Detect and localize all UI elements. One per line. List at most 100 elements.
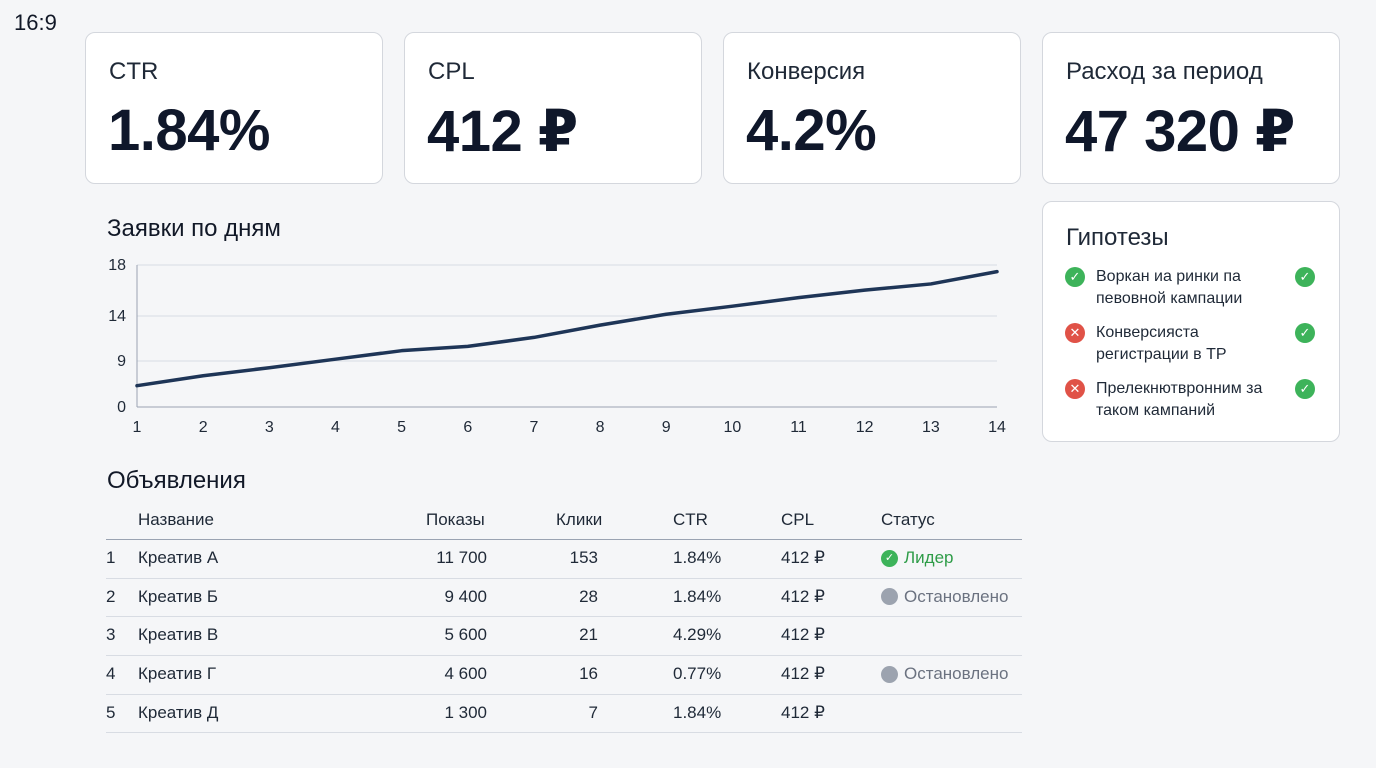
col-header-shows[interactable]: Показы [426, 510, 485, 529]
ad-name: Креатив Г [138, 664, 217, 684]
x-tick-label: 8 [596, 419, 605, 436]
ad-name: Креатив В [138, 625, 219, 645]
hypothesis-item[interactable]: ✕ Конверсияста регистрации в ТР ✓ [1065, 322, 1317, 368]
x-tick-label: 14 [988, 419, 1006, 436]
status-label: Остановлено [904, 664, 1009, 684]
series-line [135, 269, 999, 388]
hypothesis-text: Конверсияста регистрации в ТР [1096, 324, 1227, 363]
ad-clicks: 21 [579, 625, 598, 645]
kpi-value: 412 ₽ [427, 99, 578, 164]
cross-icon: ✕ [1065, 323, 1085, 343]
row-number: 4 [106, 664, 116, 684]
table-row[interactable]: 3 Креатив В 5 600 21 4.29% 412 ₽ [106, 617, 1022, 657]
data-point [532, 336, 536, 339]
row-number: 5 [106, 702, 116, 722]
data-point [598, 323, 602, 327]
ad-clicks: 153 [569, 548, 598, 567]
check-icon: ✓ [1295, 323, 1315, 343]
data-point [863, 288, 866, 292]
table-row[interactable]: 1 Креатив А 11 700 153 1.84% 412 ₽ ✓ Лидер [106, 540, 1022, 579]
x-tick-label: 4 [331, 419, 340, 436]
data-point [466, 345, 469, 348]
stopped-dot-icon [881, 588, 898, 606]
ad-shows: 5 600 [444, 625, 487, 645]
y-tick-label: 14 [108, 308, 126, 325]
data-point [201, 374, 205, 377]
col-header-name[interactable]: Название [138, 510, 214, 529]
kpi-card-cpl: CPL 412 ₽ [404, 32, 702, 184]
kpi-label: CPL [428, 58, 475, 85]
x-tick-label: 1 [133, 419, 142, 436]
data-point [665, 313, 668, 316]
col-header-cpl[interactable]: CPL [781, 510, 815, 529]
table-header: Название Показы Клики CTR CPL Статус [106, 505, 1022, 540]
hypothesis-item[interactable]: ✓ Воркан иа ринки па певовной кампации ✓ [1065, 266, 1317, 312]
row-number: 2 [106, 586, 116, 606]
chart-title: Заявки по дням [107, 215, 281, 242]
ad-name: Креатив Д [138, 702, 219, 722]
x-tick-label: 6 [463, 419, 472, 436]
ad-shows: 4 600 [444, 664, 487, 684]
table-row[interactable]: 2 Креатив Б 9 400 28 1.84% 412 ₽ Остановлено [106, 579, 1022, 618]
check-icon: ✓ [1295, 379, 1315, 399]
data-point [135, 384, 139, 387]
y-tick-label: 9 [117, 353, 126, 370]
kpi-card-conversion: Конверсия 4.2% [723, 32, 1021, 184]
ad-clicks: 7 [588, 702, 598, 722]
ad-cpl: 412 ₽ [781, 586, 825, 606]
x-tick-label: 13 [922, 419, 940, 436]
y-tick-label: 18 [108, 257, 126, 274]
kpi-value: 4.2% [746, 98, 877, 163]
x-tick-label: 3 [265, 419, 274, 436]
ad-clicks: 16 [579, 664, 598, 684]
data-point [797, 296, 800, 299]
ad-cpl: 412 ₽ [781, 664, 825, 684]
check-icon: ✓ [881, 549, 898, 567]
x-tick-label: 2 [199, 419, 208, 436]
ad-cpl: 412 ₽ [781, 625, 825, 645]
ad-shows: 11 700 [436, 548, 487, 567]
kpi-card-spend: Расход за период 47 320 ₽ [1042, 32, 1340, 184]
ad-ctr: 4.29% [673, 625, 722, 645]
table-row[interactable]: 4 Креатив Г 4 600 16 0.77% 412 ₽ Остановлено [106, 656, 1022, 695]
ad-cpl: 412 ₽ [781, 702, 825, 722]
ad-shows: 9 400 [444, 586, 487, 606]
hypothesis-text: Прелекнютвронним за таком кампаний [1096, 380, 1263, 419]
kpi-value: 1.84% [108, 98, 270, 163]
data-point [731, 304, 734, 308]
ad-ctr: 0.77% [673, 664, 722, 684]
cross-icon: ✕ [1065, 379, 1085, 399]
data-point [334, 357, 337, 361]
table-body: 1 Креатив А 11 700 153 1.84% 412 ₽ ✓ Лидер 2 Креа… [106, 540, 1022, 734]
hypothesis-item[interactable]: ✕ Прелекнютвронним за таком кампаний ✓ [1065, 378, 1317, 424]
col-header-clicks[interactable]: Клики [556, 510, 603, 529]
kpi-label: CTR [109, 58, 159, 85]
row-number: 3 [106, 625, 116, 645]
data-point [929, 282, 933, 286]
kpi-label: Конверсия [747, 58, 866, 85]
aspect-ratio-label: 16:9 [14, 10, 57, 35]
kpi-value: 47 320 ₽ [1065, 99, 1295, 164]
hypotheses-card: Гипотезы ✓ Воркан иа ринки па певовной к… [1042, 201, 1340, 442]
data-point [400, 349, 403, 352]
data-point [268, 366, 271, 369]
x-tick-label: 11 [790, 419, 807, 436]
col-header-ctr[interactable]: CTR [673, 510, 708, 529]
ad-cpl: 412 ₽ [781, 548, 825, 567]
ad-ctr: 1.84% [673, 702, 722, 722]
x-tick-label: 9 [662, 419, 671, 436]
status-label: Лидер [904, 548, 954, 567]
stopped-dot-icon [881, 665, 898, 683]
status-badge: Остановлено [881, 579, 1008, 615]
ads-title: Объявления [107, 467, 246, 494]
col-header-status[interactable]: Статус [881, 510, 935, 529]
kpi-label: Расход за период [1066, 58, 1263, 85]
x-tick-label: 10 [723, 419, 741, 436]
status-badge: Остановлено [881, 656, 1008, 692]
x-tick-label: 5 [397, 419, 406, 436]
table-row[interactable]: 5 Креатив Д 1 300 7 1.84% 412 ₽ [106, 695, 1022, 734]
x-tick-label: 12 [856, 419, 874, 436]
ad-name: Креатив А [138, 548, 219, 567]
kpi-card-ctr: CTR 1.84% [85, 32, 383, 184]
